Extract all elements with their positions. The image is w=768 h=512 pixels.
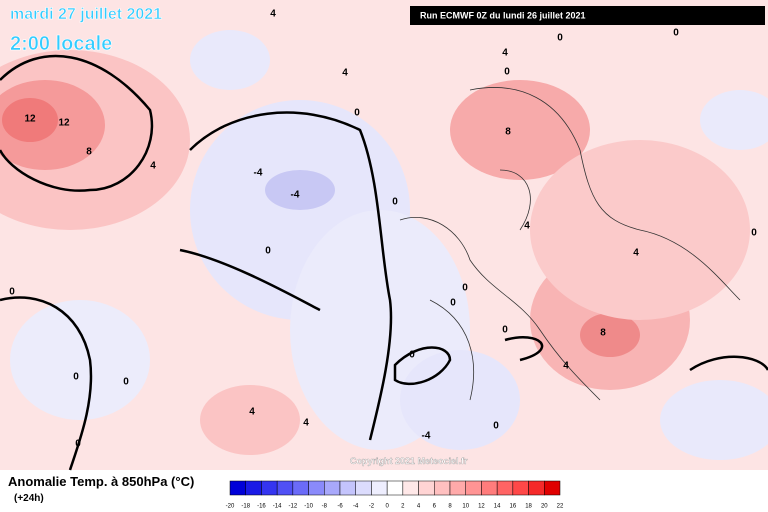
time: 2:00 locale xyxy=(10,33,112,55)
colorbar-label: 12 xyxy=(478,504,485,510)
color-swatch xyxy=(481,480,498,496)
contour-label: 0 xyxy=(265,246,271,257)
contour-label: 0 xyxy=(751,228,757,239)
colorbar-label: -18 xyxy=(241,504,250,510)
contour-label: 0 xyxy=(75,439,81,450)
contour-label: 0 xyxy=(73,372,79,383)
colorbar-label: 6 xyxy=(433,504,437,510)
colorbar-label: 2 xyxy=(401,504,405,510)
coastlines xyxy=(0,54,768,471)
date: mardi 27 juillet 2021 xyxy=(10,6,162,23)
color-swatch xyxy=(276,480,294,496)
contour-label: 8 xyxy=(600,328,606,339)
contour-label: 0 xyxy=(9,287,15,298)
colorbar-label: 10 xyxy=(462,504,469,510)
contour-label: 4 xyxy=(563,361,569,372)
color-swatch xyxy=(355,480,372,496)
colorbar-label: -12 xyxy=(289,504,298,510)
legend-step: (+24h) xyxy=(14,493,44,504)
color-swatch xyxy=(528,480,545,496)
color-swatch xyxy=(229,480,246,496)
contour-label: 12 xyxy=(24,114,36,125)
colorbar-label: -6 xyxy=(337,504,343,510)
colorbar-label: 8 xyxy=(448,504,452,510)
contour-label: 0 xyxy=(354,108,360,119)
colorbar-label: -16 xyxy=(257,504,266,510)
colorbar-label: 16 xyxy=(510,504,517,510)
contour-label: 0 xyxy=(673,28,679,39)
color-swatch xyxy=(465,480,482,496)
country-borders xyxy=(399,87,741,401)
contour-label: 0 xyxy=(392,197,398,208)
colorbar-label: -4 xyxy=(353,504,359,510)
run-banner xyxy=(410,6,765,25)
colorbar: -20 -18 -16 -14 -12 -10 -8 -6 -4 -2 0 2 4 6 8 10 12 14 16 1… xyxy=(226,480,564,510)
contour-label: -4 xyxy=(422,431,431,442)
color-swatch xyxy=(434,480,451,496)
colorbar-label: -2 xyxy=(369,504,375,510)
contour-label: -4 xyxy=(254,168,263,179)
color-swatch xyxy=(512,480,529,496)
colorbar-label: -14 xyxy=(273,504,282,510)
copyright: Copyright 2021 Meteociel.fr xyxy=(350,456,468,466)
colorbar-label: 20 xyxy=(541,504,548,510)
contour-label: 8 xyxy=(86,147,92,158)
contour-label: 4 xyxy=(150,161,156,172)
color-swatch xyxy=(261,480,278,496)
color-swatch xyxy=(496,480,514,496)
colorbar-label: -20 xyxy=(226,504,235,510)
color-swatch xyxy=(292,480,309,496)
anomaly-fields xyxy=(0,30,768,460)
color-swatch xyxy=(402,480,419,496)
colorbar-label: 4 xyxy=(417,504,421,510)
color-swatch xyxy=(386,480,404,496)
color-swatch xyxy=(449,480,466,496)
contour-label: 12 xyxy=(58,118,70,129)
contour-label: 4 xyxy=(270,9,276,20)
contour-label: 0 xyxy=(409,350,415,361)
colorbar-label: 0 xyxy=(385,504,389,510)
contour-label: 4 xyxy=(303,418,309,429)
contour-label: 0 xyxy=(502,325,508,336)
contour-label: 8 xyxy=(505,127,511,138)
run-info: Run ECMWF 0Z du lundi 26 juillet 2021 xyxy=(420,10,586,20)
color-swatch xyxy=(339,480,356,496)
contour-label: 4 xyxy=(633,248,639,259)
contour-label: 0 xyxy=(504,67,510,78)
contour-label: 4 xyxy=(342,68,348,79)
colorbar-label: -10 xyxy=(304,504,313,510)
contour-label: 0 xyxy=(450,298,456,309)
contour-label: 0 xyxy=(123,377,129,388)
colorbar-label: 14 xyxy=(494,504,501,510)
contour-label: -4 xyxy=(291,190,300,201)
legend-title: Anomalie Temp. à 850hPa (°C) xyxy=(8,474,194,489)
color-swatch xyxy=(324,480,341,496)
colorbar-label: -8 xyxy=(322,504,328,510)
contour-label: 0 xyxy=(493,421,499,432)
colorbar-label: 18 xyxy=(525,504,532,510)
color-swatch xyxy=(418,480,435,496)
contour-label: 4 xyxy=(502,48,508,59)
color-swatch xyxy=(245,480,262,496)
contour-label: 4 xyxy=(249,407,255,418)
color-swatch xyxy=(308,480,325,496)
contour-label: 0 xyxy=(462,283,468,294)
color-swatch xyxy=(371,480,388,496)
colorbar-label: 22 xyxy=(557,504,564,510)
contour-label: 4 xyxy=(524,221,530,232)
contour-label: 0 xyxy=(557,33,563,44)
color-swatch xyxy=(544,480,561,496)
